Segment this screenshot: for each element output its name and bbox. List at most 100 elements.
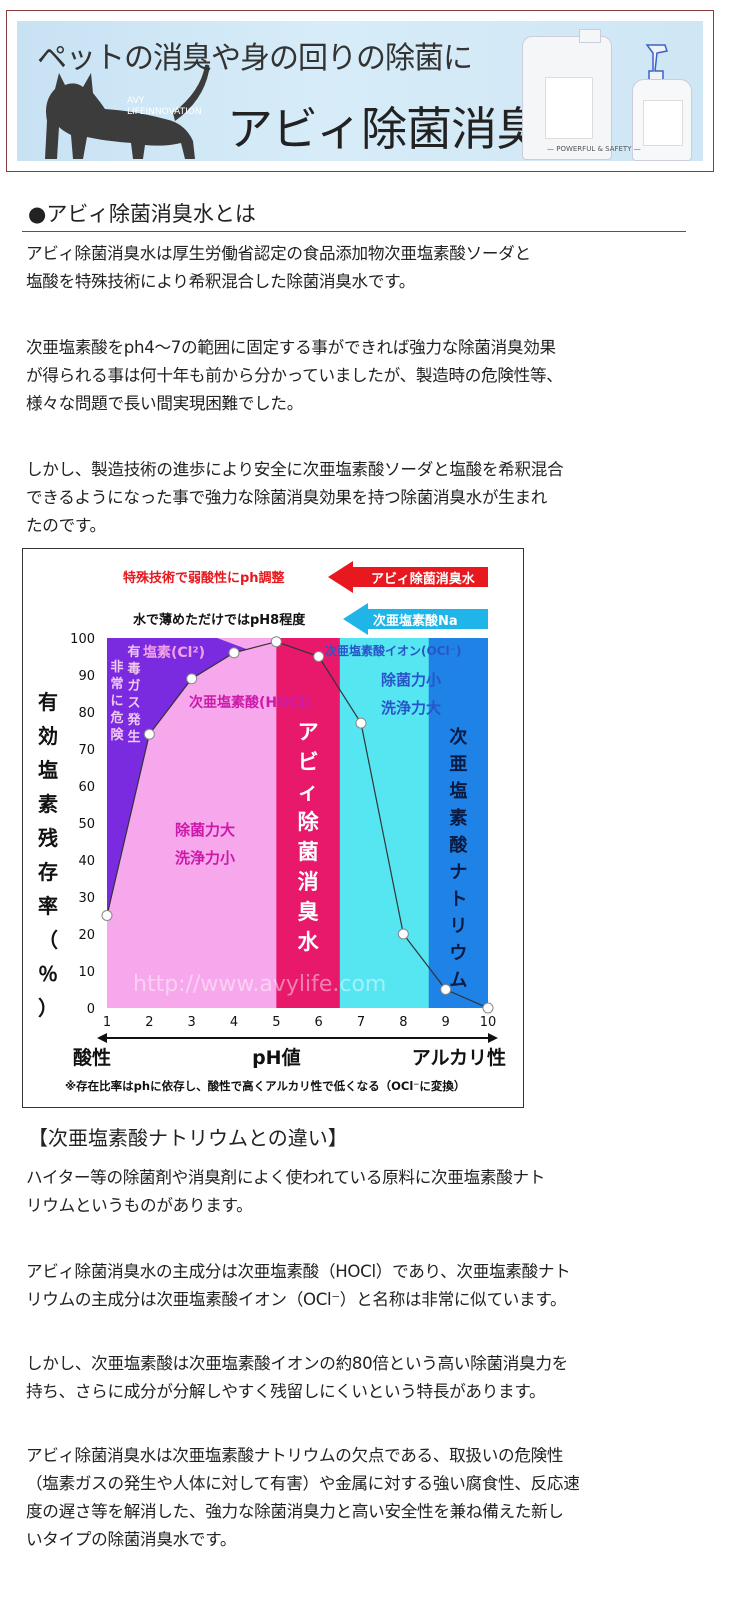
x-right-label: アルカリ性 (412, 1046, 506, 1069)
label-ocl: 次亜塩素酸イオン(OCl⁻) (325, 643, 461, 658)
x-tick-label: 7 (357, 1015, 365, 1030)
x-axis-arrow-right (488, 1033, 498, 1043)
footnote: ※存在比率はphに依存し、酸性で高くアルカリ性で低くなる（OCl⁻に変換） (65, 1079, 465, 1093)
y-axis-title-char: 効 (38, 724, 58, 748)
label-naocl-char: 酸 (449, 834, 468, 856)
label-naocl-char: ウ (449, 943, 467, 964)
y-axis-title-char: （ (38, 928, 58, 952)
paragraph: アビィ除菌消臭水は次亜塩素酸ナトリウムの欠点である、取扱いの危険性 （塩素ガスの… (26, 1446, 580, 1549)
x-tick-label: 8 (399, 1015, 407, 1030)
y-axis-title-char: 率 (38, 894, 58, 918)
y-tick-label: 100 (70, 632, 95, 647)
data-point (440, 984, 452, 995)
label-hocl: 次亜塩素酸(HOCl) (189, 694, 311, 711)
y-axis-title-char: 有 (38, 690, 58, 714)
y-tick-label: 90 (78, 669, 95, 684)
label-strong1: 除菌力大 (175, 821, 235, 839)
x-axis-title: pH値 (252, 1047, 301, 1069)
y-tick-label: 80 (78, 706, 95, 721)
label-naocl-char: ト (449, 889, 467, 910)
y-axis-title-char: ） (38, 996, 58, 1020)
spray-bottle-image (632, 79, 692, 161)
region-avy (276, 638, 340, 1008)
label-danger-char: 危 (110, 710, 123, 726)
y-axis-title-char: 素 (38, 792, 58, 816)
region-chlorine (107, 638, 247, 916)
label-chlorine: 塩素(Cl²) (143, 644, 205, 661)
region-naocl (428, 638, 488, 1008)
data-point (355, 717, 367, 729)
label-danger-char: 険 (110, 727, 124, 743)
watermark: http://www.avylife.com (133, 972, 386, 997)
data-point (313, 651, 325, 662)
y-tick-label: 30 (78, 891, 95, 906)
paragraph: ハイター等の除菌剤や消臭剤によく使われている原料に次亜塩素酸ナト リウムというも… (26, 1168, 546, 1215)
cat-silhouette-icon (45, 64, 210, 159)
label-danger-char: 常 (110, 676, 123, 692)
paragraph: しかし、次亜塩素酸は次亜塩素酸イオンの約80倍という高い除菌消臭力を 持ち、さら… (26, 1354, 568, 1401)
large-bottle-image (522, 29, 612, 160)
data-point (270, 636, 282, 648)
data-point (143, 728, 155, 740)
y-tick-label: 0 (87, 1002, 95, 1017)
label-weak1: 除菌力小 (381, 671, 441, 689)
section-heading: ●アビィ除菌消臭水とは (28, 202, 256, 226)
y-tick-label: 70 (78, 743, 95, 758)
section-heading-2: 【次亜塩素酸ナトリウムとの違い】 (28, 1126, 348, 1150)
series-line (106, 641, 489, 1009)
y-tick-label: 10 (78, 965, 95, 980)
data-point (228, 647, 240, 659)
label-strong2: 洗浄力小 (175, 849, 235, 867)
label-toxic-char: ガ (127, 679, 140, 694)
arrow2-text: 水で薄めただけではpH8程度 (133, 612, 306, 628)
label-naocl-char: ム (449, 970, 467, 991)
y-tick-label: 40 (78, 854, 95, 869)
label-weak2: 洗浄力大 (381, 699, 441, 717)
label-avy-char: ィ (298, 780, 319, 804)
label-avy-char: 臭 (298, 900, 319, 924)
label-toxic-char: 発 (126, 712, 141, 728)
label-naocl-char: ナ (449, 862, 467, 883)
label-toxic-char: 生 (127, 729, 140, 745)
x-left-label: 酸性 (73, 1046, 111, 1069)
arrow1-shape (328, 561, 488, 593)
company-logo: AVY LIFEINNOVATION (127, 96, 202, 117)
arrow2-label: 次亜塩素酸Na (373, 613, 458, 629)
data-point (101, 910, 113, 921)
paragraph: しかし、製造技術の進歩により安全に次亜塩素酸ソーダと塩酸を希釈混合 できるように… (26, 460, 564, 535)
label-naocl-char: 素 (449, 808, 467, 829)
x-tick-label: 1 (103, 1015, 111, 1030)
y-axis-title-char: 残 (38, 826, 58, 850)
x-tick-label: 10 (480, 1015, 497, 1030)
data-point (397, 928, 409, 940)
x-tick-label: 2 (145, 1015, 153, 1030)
label-avy-char: 水 (298, 930, 320, 954)
paragraph: 次亜塩素酸をph4～7の範囲に固定する事ができれば強力な除菌消臭効果 が得られる… (26, 338, 563, 413)
x-tick-label: 3 (188, 1015, 196, 1030)
paragraph: アビィ除菌消臭水の主成分は次亜塩素酸（HOCl）であり、次亜塩素酸ナト リウムの… (26, 1262, 571, 1309)
label-avy-char: 消 (298, 870, 319, 894)
label-danger-char: に (110, 694, 123, 709)
label-danger-char: 非 (110, 659, 123, 675)
x-tick-label: 4 (230, 1015, 238, 1030)
data-point (186, 673, 198, 685)
label-naocl-char: 亜 (449, 754, 467, 775)
arrow2-shape (343, 603, 488, 635)
y-tick-label: 50 (78, 817, 95, 832)
x-tick-label: 5 (272, 1015, 280, 1030)
paragraph: アビィ除菌消臭水は厚生労働省認定の食品添加物次亜塩素酸ソーダと 塩酸を特殊技術に… (26, 244, 531, 291)
y-axis-title-char: 存 (38, 860, 58, 884)
y-tick-label: 20 (78, 928, 95, 943)
divider (22, 231, 686, 232)
banner-tagline: — POWERFUL & SAFETY — (547, 145, 641, 153)
label-naocl-char: 次 (449, 726, 467, 748)
label-avy-char: 菌 (298, 840, 319, 864)
label-naocl-char: 塩 (449, 780, 467, 802)
label-toxic-char: 有 (127, 644, 140, 660)
label-toxic-char: 毒 (127, 661, 140, 677)
banner-image: ペットの消臭や身の回りの除菌に AVY LIFEINNOVATION アビィ除菌… (17, 21, 703, 161)
y-axis-title-char: ％ (38, 962, 58, 986)
label-avy-char: ア (298, 720, 319, 744)
label-avy-char: 除 (298, 810, 320, 834)
